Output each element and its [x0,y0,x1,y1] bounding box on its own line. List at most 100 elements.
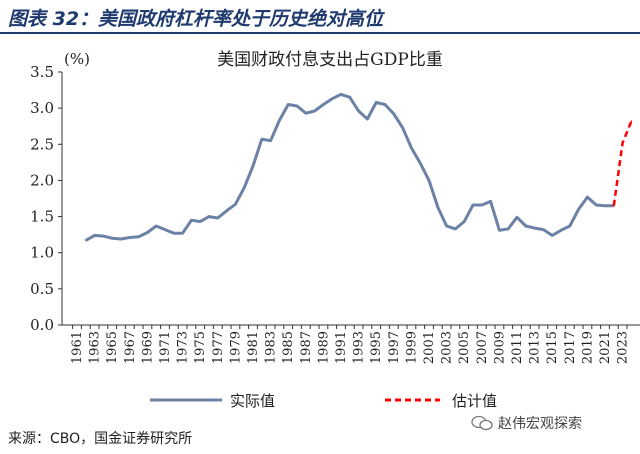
data-point [217,217,219,219]
data-point [243,186,245,189]
data-point [445,225,448,227]
wechat-icon [470,415,494,431]
legend-label-estimate: 估计值 [452,392,497,410]
data-point [190,219,193,221]
data-point [340,93,342,96]
y-tick-label: 0.0 [30,316,54,334]
x-tick-label: 1979 [228,331,243,364]
x-tick-label: 2013 [528,331,543,364]
x-tick-label: 1981 [246,331,261,364]
x-tick-label: 1973 [176,331,191,364]
x-tick-label: 1961 [70,331,85,364]
x-tick-label: 1983 [264,331,279,364]
data-point [428,179,430,182]
data-point [630,120,633,122]
x-tick-label: 1967 [123,331,138,364]
data-point [401,126,404,129]
heading-divider [0,32,640,34]
x-tick-label: 2019 [580,331,595,364]
data-point [410,147,413,149]
x-tick-label: 1995 [369,331,384,364]
data-point [102,235,105,237]
data-point [234,203,237,206]
x-tick-label: 2021 [598,331,613,364]
data-point [551,234,553,237]
y-tick-label: 0.5 [30,280,54,298]
data-point [507,228,510,230]
x-tick-label: 1991 [334,331,349,364]
y-unit-label: (%) [64,50,90,68]
data-point [296,105,298,107]
data-point [384,103,386,106]
data-point [393,113,395,115]
data-point [577,208,580,211]
data-point [146,231,149,234]
series-layer [85,92,633,242]
data-point [85,239,87,242]
data-point [613,204,615,207]
watermark: 赵伟宏观探索 [470,412,632,434]
data-point [569,225,571,227]
data-point [208,215,210,218]
data-point [305,112,307,115]
figure-heading: 图表 32：美国政府杠杆率处于历史绝对高位 [8,8,384,30]
data-point [419,162,422,164]
data-point [533,227,536,229]
data-point [489,200,492,203]
x-tick-label: 2001 [422,331,437,364]
legend-label-actual: 实际值 [230,392,275,410]
data-point [604,204,606,207]
data-point [93,234,96,237]
data-point [322,103,325,106]
data-point [120,238,122,240]
y-tick-label: 2.0 [30,171,54,189]
x-tick-label: 1997 [387,331,402,364]
x-tick-label: 1993 [352,331,367,364]
x-tick-label: 1987 [299,331,314,364]
data-point [261,138,263,141]
data-point [542,228,545,231]
data-point [349,96,351,99]
interest-expense-chart: 美国财政付息支出占GDP比重 (%) 0.0 0.5 1.0 1.5 2.0 2.5 3.0… [30,50,640,410]
x-tick-label: 2015 [545,331,560,364]
data-point [525,225,527,227]
x-tick-label: 1999 [404,331,419,364]
data-point [331,97,334,100]
data-point [225,209,228,212]
data-point [278,119,281,122]
x-tick-label: 1969 [140,331,155,364]
data-point [595,204,597,206]
x-tick-label: 2023 [616,331,631,364]
y-axis-ticks: 0.0 0.5 1.0 1.5 2.0 2.5 3.0 3.5 [30,63,62,334]
data-point [375,101,378,104]
y-tick-label: 3.5 [30,63,54,81]
data-point [173,232,175,234]
y-tick-label: 2.5 [30,135,54,153]
data-point [472,204,474,206]
data-point [621,142,624,144]
legend: 实际值 估计值 [150,392,497,410]
series-line-estimate [612,120,633,206]
data-point [357,110,360,112]
data-point [164,228,166,231]
data-point [111,237,113,240]
data-point [481,204,483,206]
chart-title: 美国财政付息支出占GDP比重 [217,50,443,70]
x-tick-label: 1963 [88,331,103,364]
x-tick-label: 1985 [281,331,296,364]
x-tick-label: 1975 [193,331,208,364]
x-tick-label: 1971 [158,331,173,364]
data-point [463,220,466,223]
data-point [313,110,316,112]
x-tick-label: 2011 [510,331,525,364]
data-point [155,225,157,227]
data-point [454,228,457,230]
data-point [137,236,140,238]
x-tick-label: 2003 [440,331,455,364]
series-line-actual [85,92,614,242]
data-point [586,196,589,198]
watermark-text: 赵伟宏观探索 [498,416,582,432]
data-point [516,216,518,219]
x-tick-label: 2017 [563,331,578,364]
x-tick-label: 1977 [211,331,226,364]
